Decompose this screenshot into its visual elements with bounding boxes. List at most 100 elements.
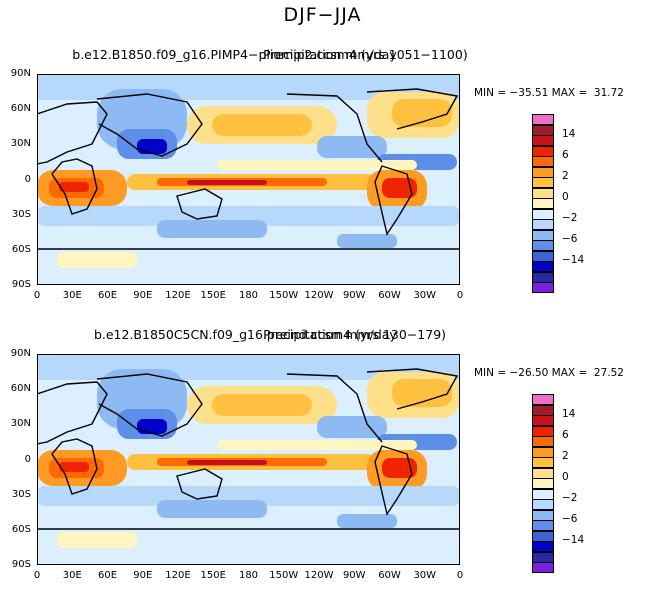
panel-2-run-name: b.e12.B1850C5CN.f09_g16.preind.ccsm4 (yr…	[93, 327, 447, 342]
coastline	[286, 373, 383, 443]
panel-1-map	[37, 74, 460, 285]
coastline	[176, 188, 223, 220]
lon-tick-label: 90E	[133, 290, 153, 301]
precip-contour-region	[157, 220, 267, 238]
colorbar-swatch	[532, 187, 554, 199]
lon-tick-label: 150E	[200, 290, 226, 301]
colorbar-swatch	[532, 551, 554, 563]
lat-tick-label: 60N	[10, 383, 31, 395]
lon-tick-label: 30W	[413, 290, 437, 301]
lon-tick-label: 30E	[62, 290, 82, 301]
colorbar-swatch	[532, 177, 554, 188]
panel-1-variable: Precipitation mm/day	[263, 47, 397, 62]
lon-tick-label: 90E	[133, 570, 153, 581]
lat-tick-label: 60S	[11, 523, 31, 535]
colorbar-label: 14	[562, 128, 576, 140]
coastline	[96, 373, 203, 437]
lat-tick-label: 0	[24, 453, 31, 465]
lon-tick-label: 90W	[342, 290, 366, 301]
colorbar-swatch	[532, 261, 554, 272]
coastline	[37, 381, 108, 445]
precip-contour-region	[137, 139, 167, 154]
lon-tick-label: 0	[456, 290, 464, 301]
colorbar-swatch	[532, 467, 554, 479]
colorbar-swatch	[532, 509, 554, 521]
precip-contour-region	[392, 99, 452, 127]
lon-tick-label: 180	[238, 570, 259, 581]
precip-contour-region	[59, 182, 89, 192]
colorbar-swatch	[532, 499, 554, 510]
colorbar-swatch	[532, 541, 554, 552]
colorbar-swatch	[532, 124, 554, 136]
precip-contour-region	[57, 252, 137, 268]
coastline	[286, 93, 383, 163]
colorbar-swatch	[532, 425, 554, 437]
lon-tick-label: 30W	[413, 570, 437, 581]
lon-tick-label: 30E	[62, 570, 82, 581]
precip-contour-region	[317, 416, 387, 438]
lat-tick-label: 90N	[10, 348, 31, 359]
precip-contour-region	[317, 136, 387, 158]
precip-contour-region	[57, 532, 137, 548]
lat-tick-label: 90S	[11, 279, 31, 290]
panel-1-min-max: MIN = −35.51 MAX = 31.72	[474, 87, 624, 99]
colorbar-label: 2	[562, 450, 569, 462]
precip-contour-region	[382, 178, 417, 198]
coastline	[176, 468, 223, 500]
colorbar-label: 6	[562, 149, 569, 161]
colorbar-label: −6	[562, 513, 578, 525]
panel-1-run-name: b.e12.B1850.f09_g16.PIMP4−pliomip2.ccsm4…	[72, 47, 468, 62]
coastline	[366, 88, 459, 130]
lon-tick-label: 60E	[97, 290, 118, 301]
colorbar-swatch	[532, 394, 554, 405]
colorbar-swatch	[532, 114, 554, 125]
colorbar-swatch	[532, 135, 554, 146]
coastline	[37, 101, 108, 165]
lon-tick-label: 120E	[165, 290, 191, 301]
precip-contour-region	[37, 206, 460, 226]
colorbar-swatch	[532, 478, 554, 489]
precip-contour-region	[212, 114, 312, 136]
precip-contour-region	[157, 500, 267, 518]
lon-tick-label: 0	[456, 570, 464, 581]
lon-tick-label: 0	[33, 570, 41, 581]
lat-tick-label: 0	[24, 173, 31, 185]
lon-tick-label: 150E	[200, 570, 226, 581]
colorbar-label: 0	[562, 471, 569, 483]
panel-2-min-max: MIN = −26.50 MAX = 27.52	[474, 367, 624, 379]
precip-contour-region	[217, 440, 417, 450]
precip-contour-region	[59, 462, 89, 472]
lon-tick-label: 90W	[342, 570, 366, 581]
precip-contour-region	[37, 486, 460, 506]
precip-contour-region	[392, 379, 452, 407]
colorbar-swatch	[532, 250, 554, 262]
precip-contour-region	[187, 180, 267, 185]
lat-tick-label: 30S	[11, 208, 31, 220]
lon-tick-label: 120E	[165, 570, 191, 581]
lat-tick-label: 30N	[10, 138, 31, 150]
lon-tick-label: 60W	[378, 290, 401, 301]
lat-tick-label: 60N	[10, 103, 31, 115]
lon-tick-label: 150W	[269, 570, 299, 581]
colorbar-label: −14	[562, 534, 585, 546]
lon-tick-label: 60W	[378, 570, 401, 581]
lon-tick-label: 180	[238, 290, 259, 301]
colorbar-swatch	[532, 488, 554, 500]
panel-2-map	[37, 354, 460, 565]
lat-tick-label: 60S	[11, 243, 31, 255]
coastline	[374, 445, 413, 516]
lon-tick-label: 60E	[97, 570, 118, 581]
panel-2-colorbar	[532, 394, 554, 573]
colorbar-swatch	[532, 219, 554, 230]
colorbar-label: 2	[562, 170, 569, 182]
precip-contour-region	[337, 234, 397, 248]
colorbar-swatch	[532, 520, 554, 531]
lon-tick-label: 120W	[304, 290, 334, 301]
panel-1-colorbar	[532, 114, 554, 293]
precip-contour-region	[337, 514, 397, 528]
lon-tick-label: 150W	[269, 290, 299, 301]
coastline	[51, 438, 98, 495]
precip-contour-region	[217, 160, 417, 170]
lon-tick-label: 0	[33, 290, 41, 301]
lat-tick-label: 30N	[10, 418, 31, 430]
